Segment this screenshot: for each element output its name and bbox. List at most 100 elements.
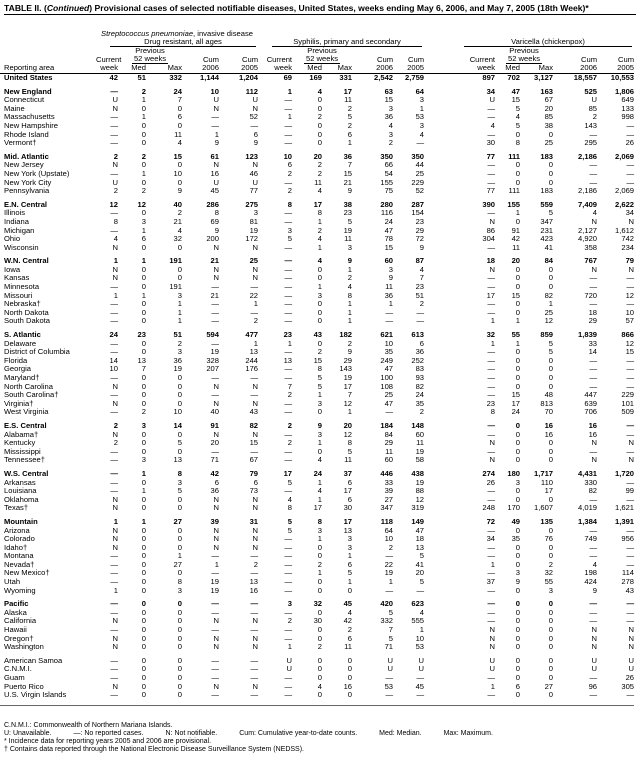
cell-value: —	[110, 568, 118, 578]
cell-value: 0	[317, 625, 323, 635]
cell-value: 46	[249, 168, 259, 178]
cell-value: 1	[253, 338, 259, 348]
cell-value: 0	[177, 177, 182, 187]
cell-value: —	[589, 373, 598, 382]
cell-value: 4	[592, 208, 598, 218]
cell-value: N	[213, 534, 219, 544]
cell-value: 4,431	[578, 468, 598, 478]
cell-value: U	[489, 95, 496, 105]
cell-value: 143	[339, 364, 353, 374]
cell-value: 27	[173, 516, 182, 526]
cell-value: —	[110, 599, 118, 609]
cell-value: 39	[384, 486, 394, 496]
cell-value: N	[213, 264, 219, 274]
cell-value: 19	[173, 364, 182, 374]
cell-value: 91	[210, 420, 219, 430]
cell-value: 169	[309, 73, 323, 82]
cell-value: —	[626, 599, 635, 609]
cell-value: —	[284, 216, 293, 226]
cell-value: 27	[384, 494, 394, 504]
cell-value: —	[284, 129, 293, 139]
cell-value: 149	[411, 516, 425, 526]
cell-value: 0	[177, 390, 182, 400]
cell-value: —	[626, 446, 635, 456]
cell-value: 0	[548, 129, 554, 139]
cell-value: N	[252, 642, 259, 652]
cell-value: 2	[317, 160, 323, 170]
cell-value: 0	[515, 160, 521, 170]
cell-value: —	[487, 542, 496, 552]
cell-value: 234	[621, 242, 635, 252]
table-row: Washington N 0 0 N N 1 2 11 71 53 N 0 0 N N	[0, 643, 634, 652]
cell-value: —	[284, 559, 293, 569]
cell-value: —	[589, 282, 598, 292]
cell-value: 20	[511, 256, 521, 266]
reporting-area-name: Connecticut	[4, 95, 45, 105]
cell-value: 60	[384, 256, 394, 266]
cell-value: 143	[584, 120, 598, 130]
cell-value: 0	[515, 633, 521, 643]
cell-value: 0	[141, 398, 146, 408]
cell-value: N	[591, 633, 598, 643]
reporting-area-name: E.N. Central	[4, 199, 48, 209]
cell-value: N	[252, 160, 259, 170]
cell-value: 304	[482, 234, 496, 244]
cell-value: 347	[380, 503, 394, 513]
cell-value: N	[628, 625, 635, 635]
cell-value: 2,186	[578, 186, 598, 196]
cell-value: 0	[548, 355, 554, 365]
cell-value: 17	[343, 516, 353, 526]
reporting-area-name: Rhode Island	[4, 129, 49, 139]
cell-value: 4	[515, 112, 521, 122]
cell-value: 0	[141, 642, 146, 652]
cell-value: 38	[343, 199, 353, 209]
cell-value: 998	[621, 112, 635, 122]
cell-value: 0	[317, 542, 323, 552]
cell-value: 0	[515, 264, 521, 274]
cell-value: 0	[548, 690, 554, 700]
cell-value: 4	[490, 120, 496, 130]
cell-value: 2	[113, 151, 118, 161]
cell-value: 613	[411, 330, 425, 340]
table-row: North Carolina N 0 0 N N 7 5 17 108 82 — 0 0 — —	[0, 381, 634, 392]
cell-value: 1	[317, 390, 323, 400]
cell-value: 23	[415, 282, 425, 292]
cell-value: 0	[548, 364, 554, 374]
cell-value: 15	[625, 347, 635, 357]
cell-value: —	[250, 120, 259, 130]
reporting-area-name: Montana	[4, 551, 34, 561]
cell-value: 37	[486, 577, 496, 587]
cell-value: 0	[515, 273, 521, 283]
cell-value: 135	[540, 516, 554, 526]
cell-value: —	[284, 264, 293, 274]
cell-value: —	[626, 282, 635, 292]
cell-value: 3	[548, 585, 554, 595]
cell-value: 295	[584, 138, 598, 148]
reporting-area-name: West Virginia	[4, 407, 49, 417]
cell-value: 0	[317, 664, 323, 674]
cell-value: 111	[508, 186, 521, 196]
reporting-area-name: Kansas	[4, 273, 30, 283]
cell-value: —	[385, 690, 394, 700]
cell-value: 13	[283, 355, 293, 365]
cell-value: 8	[347, 438, 353, 448]
header-cum: Cum	[241, 54, 259, 64]
cell-value: 16	[210, 168, 219, 178]
cell-value: —	[284, 633, 293, 643]
cell-value: —	[211, 568, 219, 578]
reporting-area-name: North Carolina	[4, 381, 53, 391]
cell-value: —	[110, 673, 118, 682]
cell-value: 0	[141, 542, 146, 552]
cell-value: N	[112, 398, 118, 408]
cell-value: 7	[177, 95, 182, 105]
cell-value: 75	[384, 186, 394, 196]
cell-value: 3	[317, 429, 323, 439]
cell-value: U	[112, 95, 118, 105]
cell-value: N	[252, 242, 259, 252]
cell-value: 0	[515, 177, 521, 187]
cell-value: 19	[210, 585, 219, 595]
cell-value: 11	[385, 282, 394, 292]
cell-value: 0	[515, 455, 521, 465]
cell-value: 2	[317, 642, 323, 652]
cell-value: 11	[385, 446, 394, 456]
